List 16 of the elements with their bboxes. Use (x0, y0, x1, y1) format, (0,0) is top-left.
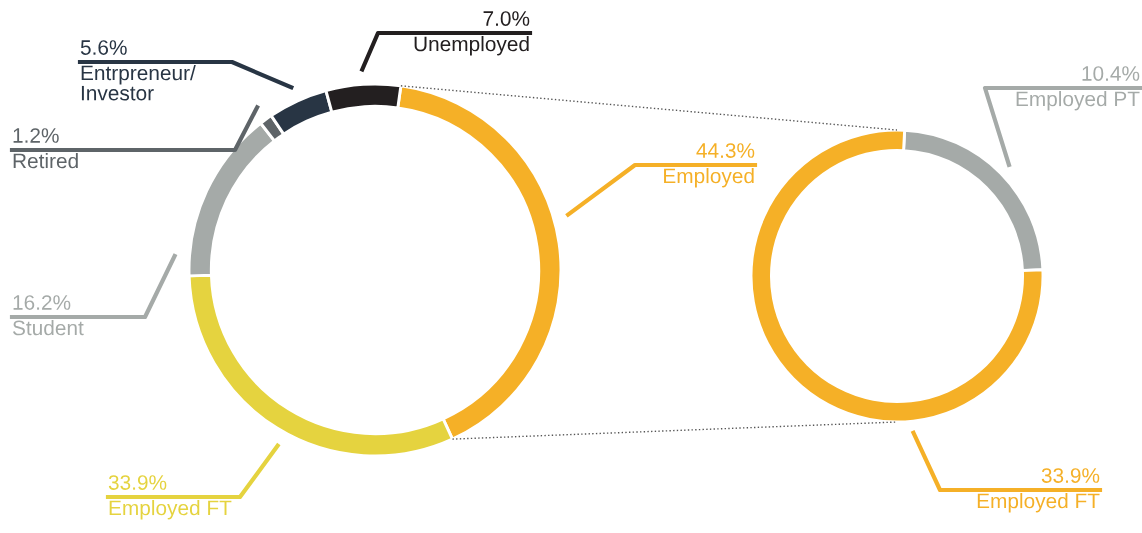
slice-label: Student (12, 320, 84, 336)
slice-label: Unemployed (414, 36, 529, 56)
slice-label: Retired (13, 153, 78, 169)
data-label: 33.9% (108, 475, 167, 490)
data-label: 7.0% (483, 11, 530, 26)
data-label: 44.3% (696, 143, 755, 158)
slice-label: Employed FT (977, 493, 1100, 513)
data-label: 5.6% (80, 40, 127, 55)
slice-label: Employed (664, 168, 754, 188)
data-label: 33.9% (1041, 468, 1100, 483)
data-label: 16.2% (13, 295, 71, 310)
data-label: 1.2% (13, 128, 59, 143)
data-label: 10.4% (1082, 66, 1140, 81)
slice-label: Entrpreneur/ Investor (81, 65, 196, 101)
slice-label: Employed PT (1016, 91, 1140, 111)
slice-label: Employed FT (109, 500, 232, 520)
